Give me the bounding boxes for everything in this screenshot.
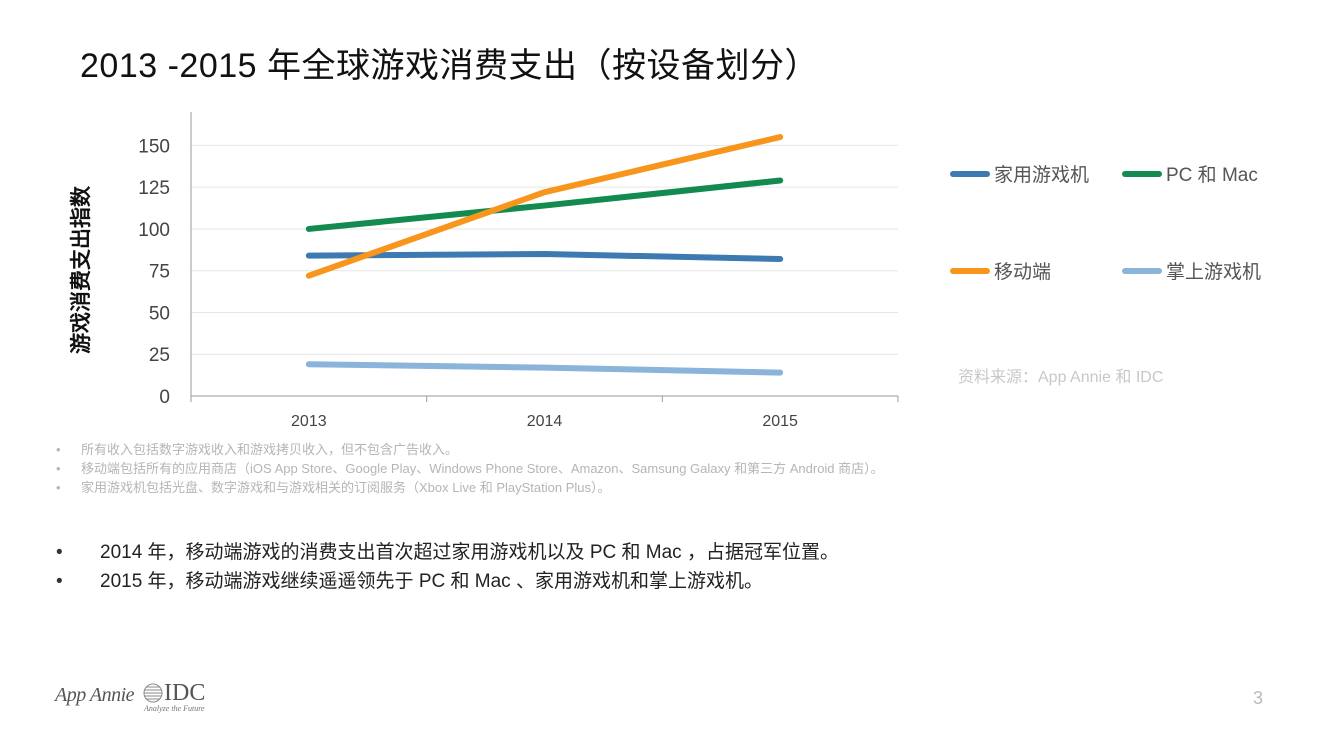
legend-swatch-pc-mac xyxy=(1122,170,1162,177)
source-note: 资料来源：App Annie 和 IDC xyxy=(958,369,1164,386)
legend-item-pc-mac: PC 和 Mac xyxy=(1122,160,1258,187)
legend-label-mobile: 移动端 xyxy=(994,262,1052,283)
footnote-item: • 移动端包括所有的应用商店（iOS App Store、Google Play、… xyxy=(56,461,884,476)
idc-globe-icon xyxy=(143,683,163,703)
y-axis-title: 游戏消费支出指数 xyxy=(70,186,93,354)
footnote-item: • 家用游戏机包括光盘、数字游戏和与游戏相关的订阅服务（Xbox Live 和 P… xyxy=(56,480,611,495)
footnotes: • 所有收入包括数字游戏收入和游戏拷贝收入，但不包含广告收入。 • 移动端包括所有的… xyxy=(56,440,884,497)
footnote-text: 所有收入包括数字游戏收入和游戏拷贝收入，但不包含广告收入。 xyxy=(81,442,459,457)
bullet-item: • 2015 年，移动端游戏继续遥遥领先于 PC 和 Mac 、家用游戏机和掌上游… xyxy=(56,567,839,596)
x-tick-label: 2015 xyxy=(762,413,798,430)
y-tick-label: 75 xyxy=(149,262,170,283)
series-line-1 xyxy=(305,177,784,232)
key-findings: • 2014 年，移动端游戏的消费支出首次超过家用游戏机以及 PC 和 Mac ，… xyxy=(56,538,839,596)
legend-swatch-console xyxy=(950,170,990,177)
bullet-item: • 2014 年，移动端游戏的消费支出首次超过家用游戏机以及 PC 和 Mac ，… xyxy=(56,538,839,567)
y-tick-label: 150 xyxy=(138,136,170,157)
bullet-text: 2014 年，移动端游戏的消费支出首次超过家用游戏机以及 PC 和 Mac ，占… xyxy=(100,542,839,563)
page-number: 3 xyxy=(1253,688,1264,708)
bullet-text: 2015 年，移动端游戏继续遥遥领先于 PC 和 Mac 、家用游戏机和掌上游戏… xyxy=(100,571,763,592)
y-tick-label: 25 xyxy=(149,345,170,366)
y-tick-label: 0 xyxy=(159,387,170,408)
footnote-text: 家用游戏机包括光盘、数字游戏和与游戏相关的订阅服务（Xbox Live 和 Pl… xyxy=(81,480,611,495)
idc-logo-text: IDC xyxy=(164,680,206,706)
x-tick-label: 2014 xyxy=(527,413,563,430)
x-tick-label: 2013 xyxy=(291,413,327,430)
footnote-item: • 所有收入包括数字游戏收入和游戏拷贝收入，但不包含广告收入。 xyxy=(56,442,459,457)
legend-label-pc-mac: PC 和 Mac xyxy=(1166,165,1258,186)
y-tick-label: 125 xyxy=(138,178,170,199)
legend-item-mobile: 移动端 xyxy=(950,257,1051,284)
legend-item-console: 家用游戏机 xyxy=(950,160,1089,187)
app-annie-logo: App Annie xyxy=(55,684,135,706)
legend-item-handheld: 掌上游戏机 xyxy=(1122,257,1261,284)
legend-swatch-mobile xyxy=(950,267,990,274)
series-line-3 xyxy=(305,361,784,376)
y-tick-label: 100 xyxy=(138,220,170,241)
legend-label-handheld: 掌上游戏机 xyxy=(1166,262,1262,283)
footnote-text: 移动端包括所有的应用商店（iOS App Store、Google Play、W… xyxy=(81,461,884,476)
idc-tagline: Analyze the Future xyxy=(144,704,205,713)
idc-logo: IDC Analyze the Future xyxy=(142,680,206,713)
page-title: 2013 -2015 年全球游戏消费支出（按设备划分） xyxy=(80,47,819,85)
series-line-0 xyxy=(305,251,784,263)
legend-swatch-handheld xyxy=(1122,267,1162,274)
legend-label-console: 家用游戏机 xyxy=(994,165,1090,186)
y-tick-label: 50 xyxy=(149,303,170,324)
